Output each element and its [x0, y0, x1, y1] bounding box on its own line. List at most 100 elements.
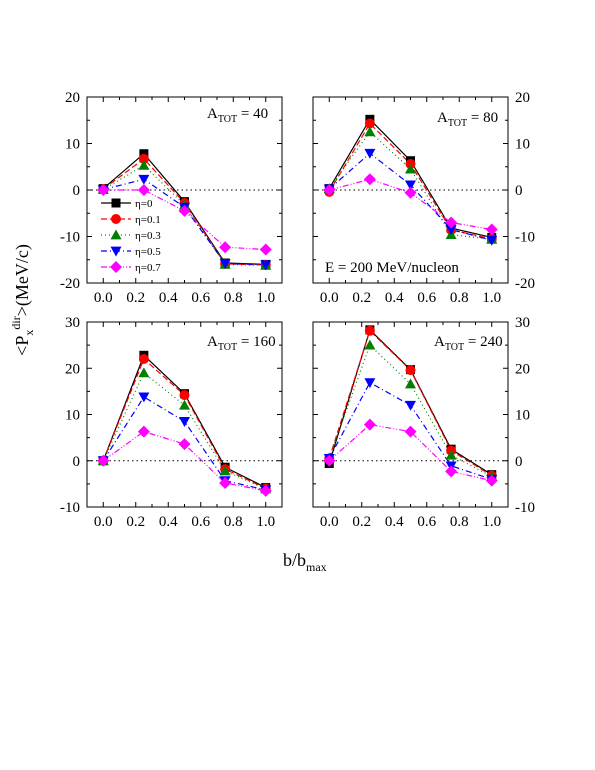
- legend-label: η=0.7: [135, 262, 161, 274]
- y-axis-label-main: <P: [12, 336, 32, 356]
- y-tick-label: -20: [60, 276, 80, 292]
- x-tick-label: 0.6: [417, 514, 436, 530]
- y-axis-label: <Pxdir>(MeV/c): [9, 244, 36, 356]
- data-point: [138, 159, 150, 170]
- data-point: [178, 204, 191, 217]
- data-point: [405, 365, 416, 376]
- data-point: [445, 225, 457, 236]
- x-tick-label: 0.8: [224, 514, 243, 530]
- data-point: [137, 425, 150, 438]
- data-point: [138, 367, 150, 378]
- panel-3: 0.0 0.2 0.4 0.6 0.8 1.0 -10 0 10 20 30 ATOT = 160: [60, 315, 283, 530]
- data-point: [259, 484, 272, 497]
- data-point: [138, 153, 149, 164]
- x-tick-label: 0.6: [191, 514, 210, 530]
- legend-label: η=0.1: [135, 214, 161, 226]
- data-point: [445, 449, 457, 460]
- panel-label-main: A: [437, 110, 448, 126]
- panel-1: 0.0 0.2 0.4 0.6 0.8 1.0 -20 -10 0 10 20 ATOT = 40: [60, 90, 283, 306]
- energy-label: E = 200 MeV/nucleon: [325, 260, 459, 276]
- y-tick-label: 20: [65, 361, 80, 377]
- panel-label-sub: TOT: [445, 342, 464, 353]
- data-point: [445, 465, 458, 478]
- series-line: [102, 396, 266, 491]
- series-line: [103, 178, 266, 266]
- x-tick-label: 0.8: [450, 514, 469, 530]
- data-point: [97, 184, 110, 196]
- data-point: [404, 186, 417, 199]
- y-tick-label: 20: [515, 361, 530, 377]
- data-point: [138, 174, 150, 185]
- panel-label-value: = 80: [467, 110, 498, 126]
- legend-marker: [111, 214, 121, 224]
- x-tick-label: 0.0: [320, 514, 339, 530]
- data-point: [137, 184, 150, 196]
- data-point: [219, 259, 231, 269]
- y-tick-label: 10: [65, 137, 80, 153]
- y-tick-label: 30: [65, 315, 80, 331]
- x-tick-label: 0.4: [385, 290, 404, 306]
- panel-label-main: A: [207, 334, 218, 350]
- data-point: [179, 390, 190, 401]
- data-point: [138, 392, 150, 403]
- data-point: [445, 216, 458, 229]
- panel-label-sub: TOT: [218, 114, 237, 125]
- panel-label-value: = 40: [237, 106, 268, 122]
- y-axis-label-sup: dir: [9, 316, 23, 329]
- y-tick-label: 0: [73, 183, 81, 199]
- data-point: [364, 325, 375, 336]
- data-point: [259, 243, 272, 256]
- data-point: [486, 235, 498, 246]
- legend-marker: [110, 246, 122, 257]
- x-axis-label: b/bmax: [283, 550, 327, 574]
- data-point: [364, 126, 376, 137]
- legend-marker: [111, 198, 121, 208]
- data-point: [405, 180, 416, 191]
- data-point: [219, 476, 232, 489]
- x-tick-label: 0.2: [352, 290, 371, 306]
- panel-2: 0.0 0.2 0.4 0.6 0.8 1.0 -20 -10 0 10 20 ATOT = 80: [312, 90, 535, 306]
- data-point: [323, 454, 336, 467]
- data-point: [485, 223, 498, 236]
- data-point: [405, 378, 416, 389]
- panel-label: ATOT = 80: [437, 110, 498, 129]
- data-point: [404, 425, 417, 438]
- data-point: [97, 454, 110, 467]
- x-tick-label: 0.2: [352, 514, 371, 530]
- y-tick-label: -10: [60, 500, 80, 516]
- x-axis-label-sub: max: [306, 560, 327, 574]
- y-tick-label: -10: [515, 500, 535, 516]
- series-line: [328, 344, 493, 478]
- data-point: [260, 260, 272, 271]
- x-tick-label: 0.4: [385, 514, 404, 530]
- legend-marker: [110, 261, 122, 273]
- panel-label: ATOT = 160: [207, 334, 276, 353]
- y-tick-label: 0: [73, 454, 81, 470]
- panel-4: 0.0 0.2 0.4 0.6 0.8 1.0 -10 0 10 20 30 ATOT = 240: [312, 315, 535, 530]
- x-tick-label: 0.2: [126, 290, 145, 306]
- panel-label-main: A: [434, 334, 445, 350]
- x-tick-label: 0.0: [94, 290, 113, 306]
- panel-label-main: A: [207, 106, 218, 122]
- y-tick-label: -10: [515, 230, 535, 246]
- x-tick-label: 0.4: [159, 290, 178, 306]
- x-tick-label: 1.0: [256, 514, 275, 530]
- data-point: [323, 184, 336, 196]
- data-point: [138, 354, 149, 364]
- data-point: [364, 118, 375, 129]
- panel-label-sub: TOT: [448, 118, 467, 129]
- y-tick-label: 20: [65, 90, 80, 106]
- data-point: [139, 149, 149, 159]
- legend-label: η=0.5: [135, 246, 161, 258]
- data-point: [405, 400, 416, 411]
- legend-label: η=0: [135, 198, 153, 210]
- data-point: [485, 474, 498, 487]
- x-tick-label: 1.0: [482, 290, 501, 306]
- data-point: [363, 173, 376, 186]
- y-tick-label: 10: [515, 137, 530, 153]
- y-tick-label: 0: [515, 183, 523, 199]
- y-tick-label: 10: [515, 408, 530, 424]
- x-tick-label: 0.8: [224, 290, 243, 306]
- data-point: [405, 163, 416, 174]
